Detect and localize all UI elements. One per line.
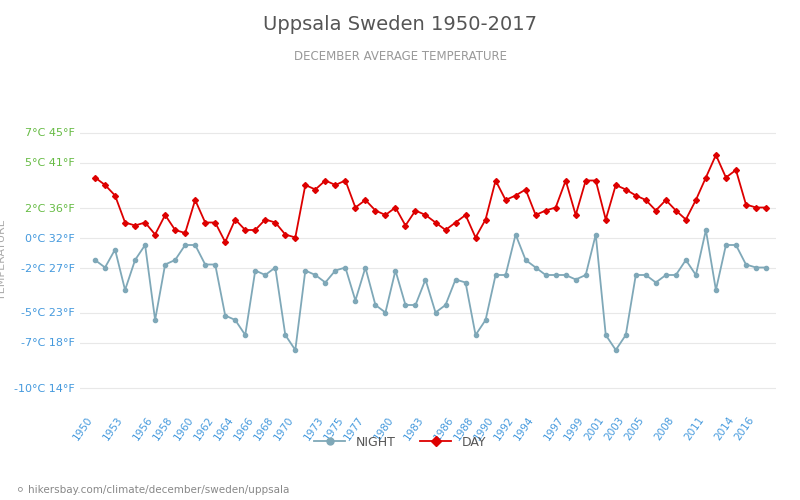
NIGHT xyxy=(721,242,730,248)
NIGHT xyxy=(551,272,561,278)
NIGHT xyxy=(711,287,721,293)
Line: NIGHT: NIGHT xyxy=(93,228,768,352)
NIGHT xyxy=(631,272,641,278)
Legend: NIGHT, DAY: NIGHT, DAY xyxy=(309,430,491,454)
DAY xyxy=(90,174,100,180)
NIGHT xyxy=(90,257,100,263)
DAY xyxy=(701,174,710,180)
DAY xyxy=(631,192,641,198)
Line: DAY: DAY xyxy=(93,153,768,244)
Y-axis label: TEMPERATURE: TEMPERATURE xyxy=(0,220,7,300)
Text: DECEMBER AVERAGE TEMPERATURE: DECEMBER AVERAGE TEMPERATURE xyxy=(294,50,506,63)
NIGHT xyxy=(761,264,770,270)
Text: ⚪ hikersbay.com/climate/december/sweden/uppsala: ⚪ hikersbay.com/climate/december/sweden/… xyxy=(16,485,290,495)
DAY xyxy=(581,178,590,184)
NIGHT xyxy=(581,272,590,278)
DAY xyxy=(761,204,770,210)
NIGHT xyxy=(290,347,300,353)
DAY xyxy=(721,174,730,180)
NIGHT xyxy=(691,272,701,278)
Text: Uppsala Sweden 1950-2017: Uppsala Sweden 1950-2017 xyxy=(263,15,537,34)
DAY xyxy=(551,204,561,210)
DAY xyxy=(691,197,701,203)
DAY xyxy=(711,152,721,158)
DAY xyxy=(221,239,230,245)
NIGHT xyxy=(701,227,710,233)
